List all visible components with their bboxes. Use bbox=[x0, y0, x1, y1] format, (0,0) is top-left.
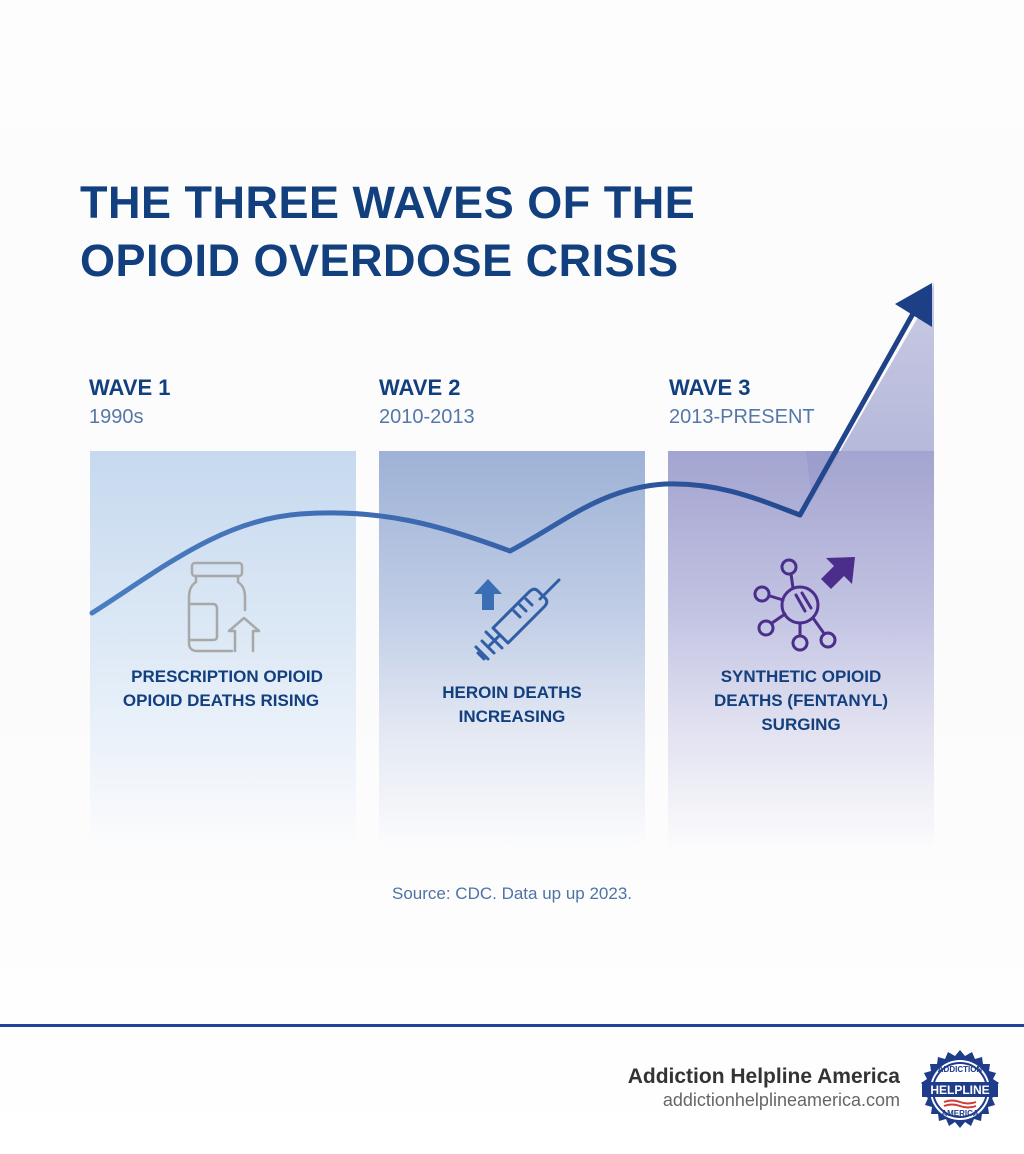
badge-top-text: ADDICTION bbox=[938, 1065, 983, 1074]
title-line-1: THE THREE WAVES OF THE bbox=[80, 177, 696, 228]
source-note: Source: CDC. Data up up 2023. bbox=[391, 884, 633, 903]
wave-1-desc-line-1: PRESCRIPTION OPIOID bbox=[131, 667, 323, 686]
wave-3-panel: SYNTHETIC OPIOID DEATHS (FENTANYL) SURGI… bbox=[668, 451, 934, 851]
wave-3-header: WAVE 3 2013-PRESENT bbox=[669, 374, 815, 431]
up-arrow-icon bbox=[474, 579, 502, 610]
wave-2-description: HEROIN DEATHS INCREASING bbox=[379, 681, 645, 729]
brand-name: Addiction Helpline America bbox=[627, 1065, 900, 1088]
title-line-2: OPIOID OVERDOSE CRISIS bbox=[80, 235, 679, 286]
trend-line bbox=[89, 307, 918, 616]
footer-divider bbox=[0, 1024, 1024, 1027]
diagonal-up-arrow-icon bbox=[821, 557, 855, 589]
wave-2-panel: HEROIN DEATHS INCREASING bbox=[379, 451, 645, 851]
brand-url[interactable]: addictionhelplineamerica.com bbox=[662, 1090, 900, 1110]
wave-3-desc-line-1: SYNTHETIC OPIOID bbox=[720, 667, 882, 686]
wave-3-desc-line-3: SURGING bbox=[761, 715, 841, 734]
pill-bottle-icon bbox=[187, 561, 261, 653]
wave-3-label: WAVE 3 bbox=[669, 375, 751, 400]
wave-2-label: WAVE 2 bbox=[379, 375, 461, 400]
badge-bottom-text: AMERICA bbox=[941, 1109, 979, 1118]
brand-block: Addiction Helpline America addictionhelp… bbox=[628, 1065, 900, 1111]
surge-shaded-area bbox=[806, 282, 934, 500]
wave-1-years: 1990s bbox=[89, 406, 144, 428]
wave-1-desc-line-2: OPIOID DEATHS RISING bbox=[122, 691, 320, 710]
wave-2-desc-line-1: HEROIN DEATHS bbox=[442, 683, 582, 702]
wave-2-years: 2010-2013 bbox=[379, 406, 475, 428]
wave-2-header: WAVE 2 2010-2013 bbox=[379, 374, 475, 431]
wave-1-label: WAVE 1 bbox=[89, 375, 171, 400]
trend-arrowhead-icon bbox=[895, 283, 932, 327]
syringe-icon bbox=[474, 578, 561, 661]
page-title: THE THREE WAVES OF THE OPIOID OVERDOSE C… bbox=[80, 174, 840, 290]
wave-3-years: 2013-PRESENT bbox=[669, 406, 815, 428]
wave-1-description: PRESCRIPTION OPIOID OPIOID DEATHS RISING bbox=[90, 665, 356, 713]
wave-2-desc-line-2: INCREASING bbox=[458, 707, 566, 726]
wave-1-header: WAVE 1 1990s bbox=[89, 374, 171, 431]
badge-mid-text: HELPLINE bbox=[930, 1083, 989, 1097]
helpline-badge-logo-icon: ADDICTION HELPLINE AMERICA bbox=[921, 1050, 999, 1128]
wave-3-desc-line-2: DEATHS (FENTANYL) bbox=[713, 691, 889, 710]
wave-3-description: SYNTHETIC OPIOID DEATHS (FENTANYL) SURGI… bbox=[668, 665, 934, 737]
molecule-icon bbox=[753, 558, 837, 652]
